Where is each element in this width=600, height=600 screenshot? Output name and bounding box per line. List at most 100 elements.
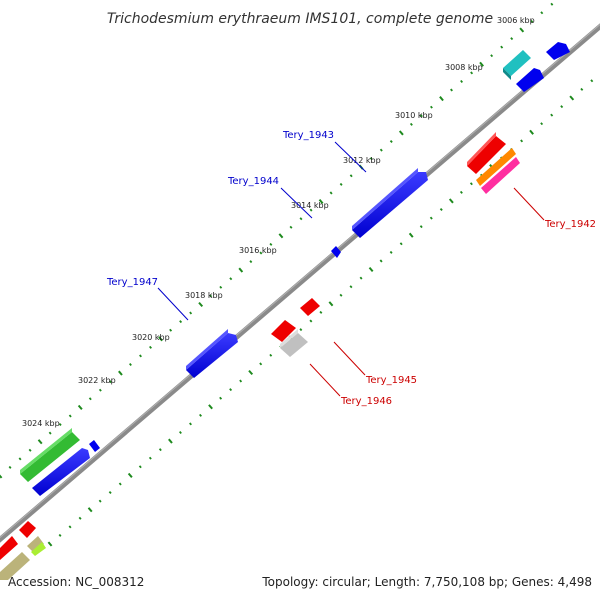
major-tick-mark [318,198,324,205]
minor-tick-mark [309,319,313,323]
minor-tick-mark [439,208,443,211]
minor-tick-mark [259,251,263,255]
gene-feature-small-blue-3024[interactable] [89,440,100,452]
minor-tick-mark [580,87,584,91]
gene-label-tery-1944[interactable]: Tery_1944 [227,176,279,187]
major-tick-mark [479,61,484,67]
major-tick-mark [37,439,43,445]
minor-tick-mark [459,190,463,194]
gene-label-tery-1943[interactable]: Tery_1943 [282,130,334,141]
minor-tick-mark [209,294,213,298]
minor-tick-mark [309,208,313,212]
major-tick-mark [519,27,525,33]
gene-feature-small-blue[interactable] [331,246,341,258]
minor-tick-mark [510,37,514,41]
gene-label-tery-1942[interactable]: Tery_1942 [544,219,596,230]
gene-feature-blue-3025[interactable] [32,448,90,496]
gene-label-tery-1946[interactable]: Tery_1946 [340,396,392,407]
gene-feature-tery-1944[interactable] [352,172,428,238]
minor-tick-mark [590,79,594,83]
minor-tick-mark [389,140,393,143]
minor-tick-mark [389,250,393,254]
minor-tick-mark [8,465,12,469]
scale-track-lower [47,79,594,547]
genome-backbone [0,23,600,543]
gene-feature-tery-1947[interactable] [186,333,238,378]
minor-tick-mark [379,148,383,152]
major-tick-mark [408,232,414,238]
leader-tery-1944 [280,187,313,219]
gene-feature-khaki-small[interactable] [27,536,44,552]
major-tick-mark [368,266,374,273]
gene-feature-tery-1944-top [352,168,418,230]
gene-feature-tery-1942-red[interactable] [467,136,506,174]
major-tick-mark [208,404,213,410]
major-tick-mark [448,198,454,204]
gene-labels: Tery_1943 Tery_1944 Tery_1947 Tery_1942 … [106,130,596,407]
minor-tick-mark [460,79,464,83]
minor-tick-mark [550,2,554,6]
major-tick-mark [77,404,83,410]
minor-tick-mark [450,88,453,92]
gene-feature-blue-3008[interactable] [516,68,544,92]
gene-label-tery-1945[interactable]: Tery_1945 [365,375,417,386]
tick-label-3014: 3014 kbp [291,201,329,210]
minor-tick-mark [138,465,142,469]
gene-feature-orange[interactable] [476,148,516,186]
major-tick-mark [158,336,163,342]
gene-feature-cyan[interactable] [503,50,531,76]
gene-feature-tery-1945[interactable] [300,298,320,316]
tick-label-3012: 3012 kbp [343,156,381,165]
minor-tick-mark [179,431,182,434]
gene-feature-red-bottom-2[interactable] [0,536,18,560]
tick-label-3008: 3008 kbp [445,63,483,72]
minor-tick-mark [379,259,383,263]
minor-tick-mark [229,388,233,392]
minor-tick-mark [58,423,62,426]
gene-feature-pink[interactable] [481,157,520,194]
gene-feature-blue-3006[interactable] [546,42,570,60]
major-tick-mark [569,95,575,101]
minor-tick-mark [179,320,183,324]
minor-tick-mark [98,499,102,503]
accession-text: Accession: NC_008312 [8,575,144,589]
minor-tick-mark [560,105,564,109]
minor-tick-mark [269,242,273,246]
gene-feature-red-bottom-1[interactable] [19,521,36,538]
gene-label-tery-1947[interactable]: Tery_1947 [106,277,158,288]
tick-label-3010: 3010 kbp [395,111,433,120]
major-tick-mark [118,370,123,376]
tick-label-3022: 3022 kbp [78,376,116,385]
minor-tick-mark [540,11,544,15]
major-tick-mark [398,130,404,136]
major-tick-mark [529,129,534,135]
minor-tick-mark [359,276,363,280]
minor-tick-mark [299,328,303,332]
minor-tick-mark [18,457,22,461]
minor-tick-mark [158,448,162,452]
major-tick-mark [248,369,254,376]
scale-track-upper [0,2,554,479]
minor-tick-mark [540,122,544,126]
gene-feature-green[interactable] [20,432,80,482]
tick-label-3024: 3024 kbp [22,419,60,428]
minor-tick-mark [58,533,62,537]
minor-tick-mark [98,388,102,392]
gene-feature-red-small[interactable] [271,320,296,342]
minor-tick-mark [429,216,433,220]
minor-tick-mark [148,456,152,460]
leader-tery-1947 [157,287,189,321]
gene-feature-tery-1946[interactable] [280,333,308,357]
minor-tick-mark [88,397,92,401]
gene-feature-tery-1947-top [186,329,228,370]
minor-tick-mark [339,182,343,186]
minor-tick-mark [28,448,32,452]
minor-tick-mark [139,354,142,358]
minor-tick-mark [550,113,554,117]
major-tick-mark [127,472,133,478]
gene-feature-lime[interactable] [31,542,46,556]
minor-tick-mark [349,285,353,289]
gene-feature-cyan-side [503,68,511,80]
major-tick-mark [238,267,244,273]
gene-feature-khaki-large[interactable] [0,552,30,580]
